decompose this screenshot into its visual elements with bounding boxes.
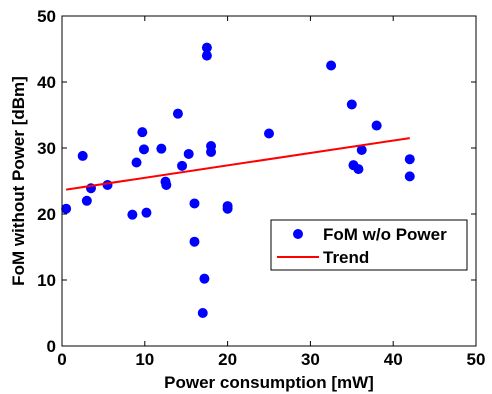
y-tick-label: 0	[47, 337, 56, 356]
y-tick-label: 40	[37, 73, 56, 92]
data-point	[141, 207, 152, 218]
x-tick-label: 30	[301, 350, 320, 369]
x-tick-label: 40	[384, 350, 403, 369]
data-point	[102, 179, 113, 190]
data-point	[199, 273, 210, 284]
y-tick-label: 20	[37, 205, 56, 224]
y-tick-label: 10	[37, 271, 56, 290]
data-point	[222, 203, 233, 214]
data-point	[138, 144, 149, 155]
y-tick-label: 30	[37, 139, 56, 158]
plot-area-frame	[61, 15, 477, 347]
data-point	[172, 108, 183, 119]
data-point	[61, 203, 72, 214]
x-axis-label: Power consumption [mW]	[164, 373, 374, 392]
data-point	[206, 146, 217, 157]
data-point	[404, 171, 415, 182]
data-point	[177, 160, 188, 171]
data-point	[131, 157, 142, 168]
y-tick-label: 50	[37, 7, 56, 26]
y-axis-label: FoM without Power [dBm]	[9, 76, 28, 286]
data-point	[77, 150, 88, 161]
data-point	[346, 99, 357, 110]
y-axis-ticks: 0 10 20 30 40 50	[37, 7, 476, 356]
x-tick-label: 0	[57, 350, 66, 369]
trend-line-layer	[65, 137, 410, 191]
x-axis-ticks: 0 10 20 30 40 50	[57, 16, 485, 369]
data-point	[81, 195, 92, 206]
data-point	[326, 60, 337, 71]
legend-label-fom: FoM w/o Power	[323, 225, 447, 244]
legend-label-trend: Trend	[323, 248, 369, 267]
data-point	[404, 154, 415, 165]
data-point	[137, 127, 148, 138]
data-point	[183, 148, 194, 159]
x-tick-label: 50	[467, 350, 486, 369]
legend-marker-fom	[293, 229, 303, 239]
legend: FoM w/o Power Trend	[270, 219, 468, 271]
data-point	[201, 42, 212, 53]
data-point	[356, 144, 367, 155]
legend-box	[270, 219, 468, 271]
data-point	[371, 120, 382, 131]
data-point	[201, 50, 212, 61]
data-points	[61, 42, 415, 318]
x-tick-label: 20	[218, 350, 237, 369]
data-point	[156, 143, 167, 154]
data-point	[197, 308, 208, 318]
data-point	[353, 164, 364, 175]
data-point	[161, 179, 172, 190]
data-point	[127, 209, 138, 220]
data-point	[189, 236, 200, 247]
x-tick-label: 10	[135, 350, 154, 369]
trend-line	[65, 137, 410, 191]
data-point	[264, 128, 274, 139]
data-point	[189, 198, 200, 209]
